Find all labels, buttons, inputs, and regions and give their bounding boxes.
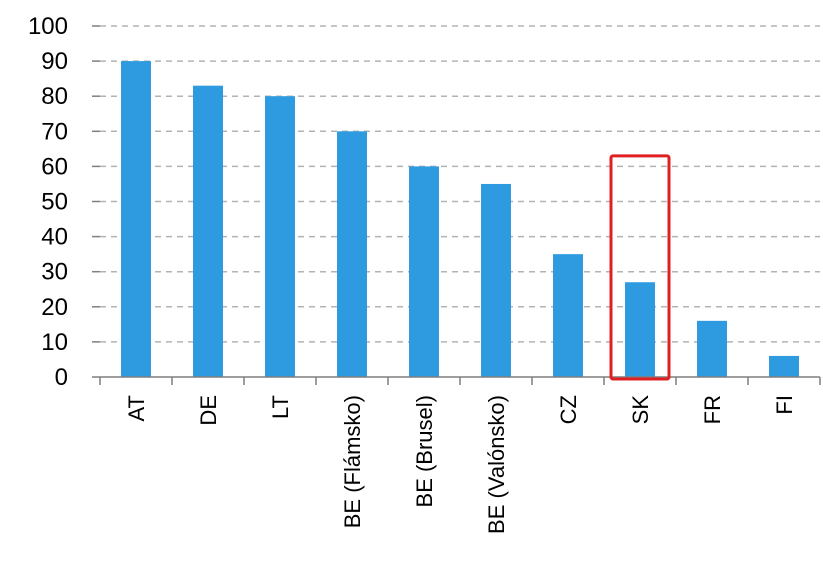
- y-tick-label: 10: [41, 329, 68, 356]
- y-axis-ticks: 0 10 20 30 40 50 60 70 80 90 100: [28, 13, 100, 391]
- y-tick-label: 70: [41, 118, 68, 145]
- x-tick-label: DE: [196, 395, 221, 426]
- bar: [553, 254, 583, 377]
- y-tick-label: 100: [28, 13, 68, 40]
- x-tick-label: SK: [628, 395, 653, 425]
- bar: [337, 131, 367, 377]
- x-tick-label: AT: [124, 395, 149, 421]
- bar: [265, 96, 295, 377]
- bar: [697, 320, 727, 377]
- bar: [193, 85, 223, 378]
- x-tick-label: BE (Brusel): [412, 395, 437, 507]
- bar: [121, 61, 151, 377]
- x-tick-label: CZ: [556, 395, 581, 424]
- y-tick-label: 50: [41, 189, 68, 216]
- bar: [625, 282, 655, 377]
- x-tick-label: FR: [700, 395, 725, 424]
- y-tick-label: 40: [41, 224, 68, 251]
- x-tick-label: BE (Valónsko): [484, 395, 509, 534]
- x-tick-label: LT: [268, 395, 293, 419]
- y-tick-label: 30: [41, 259, 68, 286]
- x-axis-labels: AT DE LT BE (Flámsko) BE (Brusel) BE (Valónsk…: [124, 395, 797, 534]
- highlight-box: [609, 154, 671, 381]
- x-axis-ticks: [99, 377, 821, 385]
- bar: [409, 166, 439, 377]
- y-tick-label: 80: [41, 83, 68, 110]
- bar: [481, 183, 511, 377]
- x-tick-label: BE (Flámsko): [340, 395, 365, 528]
- y-tick-label: 20: [41, 294, 68, 321]
- y-tick-label: 90: [41, 48, 68, 75]
- y-tick-label: 60: [41, 153, 68, 180]
- x-tick-label: FI: [772, 395, 797, 415]
- y-tick-label: 0: [55, 364, 68, 391]
- bar: [769, 355, 799, 377]
- bars: [121, 61, 799, 378]
